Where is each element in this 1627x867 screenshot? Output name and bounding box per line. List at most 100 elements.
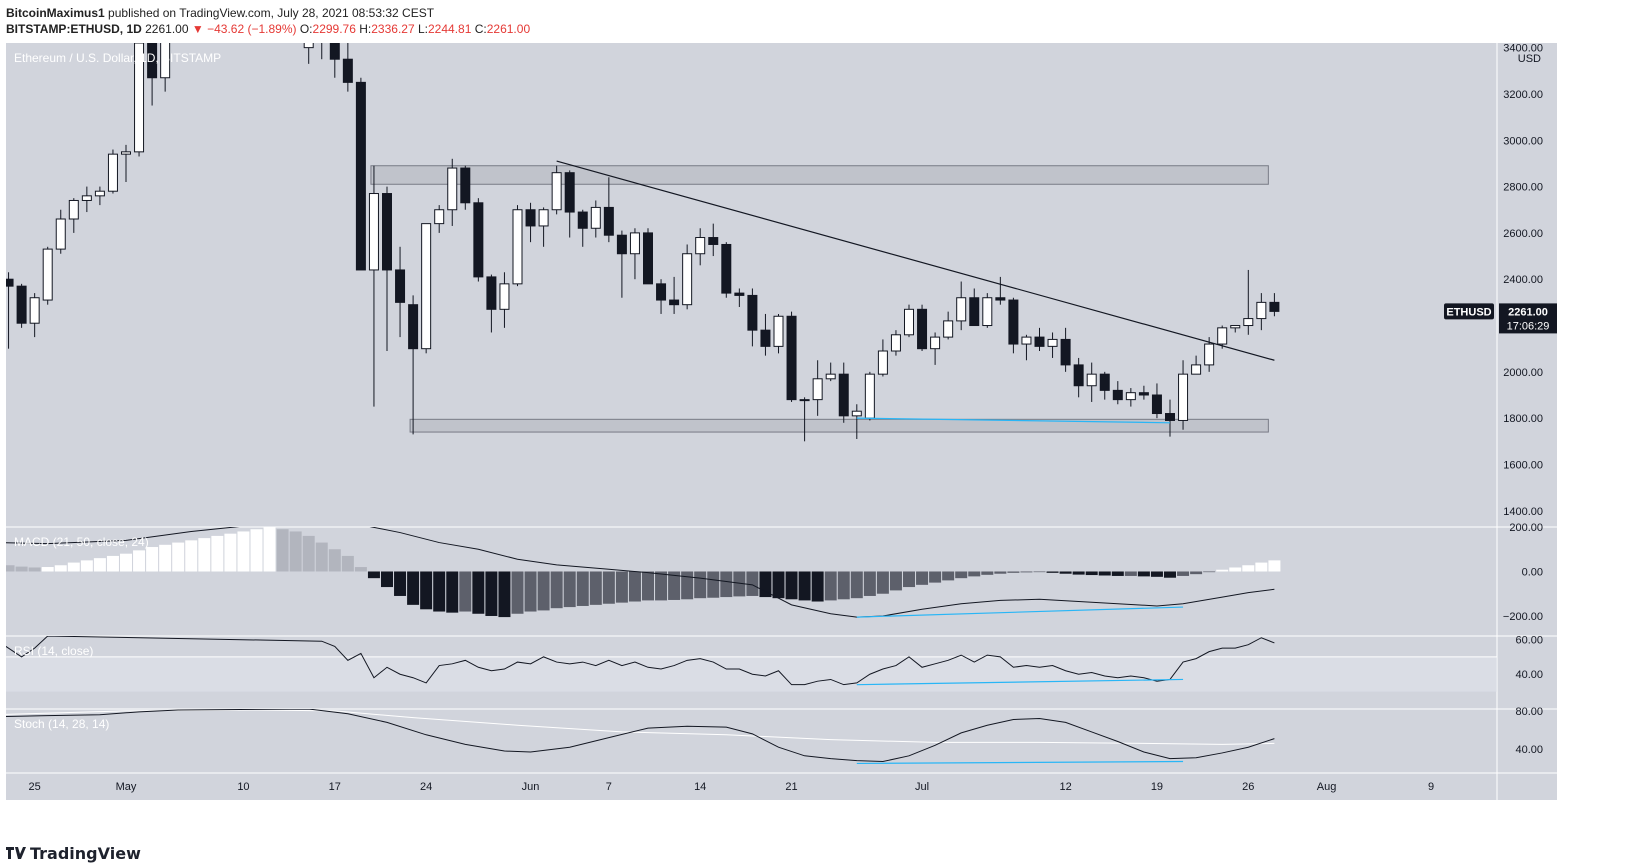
candle-bull[interactable] — [551, 172, 562, 211]
candle-bull[interactable] — [773, 315, 784, 347]
candle-bull[interactable] — [368, 193, 379, 271]
candle-bull[interactable] — [94, 190, 105, 197]
candle-bear[interactable] — [329, 38, 340, 60]
candle-bull[interactable] — [447, 167, 458, 211]
candle-bull[interactable] — [134, 43, 145, 153]
candle-bear[interactable] — [643, 232, 653, 285]
candle-bear[interactable] — [917, 308, 928, 350]
candle-bear[interactable] — [1060, 338, 1071, 366]
candle-bull[interactable] — [1256, 301, 1267, 320]
candle-bull[interactable] — [421, 223, 432, 350]
price-tag[interactable] — [1499, 303, 1557, 334]
candle-bear[interactable] — [616, 234, 627, 255]
candle-bull[interactable] — [434, 209, 445, 225]
candle-bear[interactable] — [669, 299, 680, 306]
candle-bear[interactable] — [16, 285, 27, 324]
candle-bull[interactable] — [160, 34, 171, 79]
candle-bull[interactable] — [904, 308, 914, 336]
candle-bull[interactable] — [1125, 392, 1136, 401]
candle-bull[interactable] — [42, 248, 53, 301]
candle-bull[interactable] — [956, 297, 967, 322]
candle-bull[interactable] — [1191, 364, 1202, 375]
candle-bear[interactable] — [1112, 389, 1123, 401]
divergence-blue-line[interactable] — [856, 678, 1184, 686]
candle-bull[interactable] — [499, 283, 510, 310]
range-zone[interactable] — [370, 165, 1269, 185]
candle-bear[interactable] — [342, 58, 353, 83]
descending-trendline[interactable] — [556, 160, 1275, 361]
candle-bear[interactable] — [147, 43, 158, 79]
support-blue-line[interactable] — [856, 417, 1171, 424]
author-name[interactable]: BitcoinMaximus1 — [6, 6, 105, 20]
candle-bull[interactable] — [107, 153, 118, 192]
divergence-blue-line[interactable] — [856, 760, 1184, 765]
candle-bull[interactable] — [1243, 318, 1254, 327]
candle-bull[interactable] — [1047, 338, 1058, 347]
candle-bull[interactable] — [1178, 373, 1189, 421]
candle-bear[interactable] — [1034, 336, 1045, 347]
candle-bear[interactable] — [747, 294, 758, 331]
candle-bear[interactable] — [355, 81, 366, 271]
candle-bull[interactable] — [864, 373, 875, 419]
candle-bull[interactable] — [930, 336, 941, 350]
candle-bear[interactable] — [382, 193, 392, 271]
candle-bear[interactable] — [1138, 392, 1149, 396]
candle-bull[interactable] — [538, 209, 549, 227]
candle-bull[interactable] — [695, 237, 706, 255]
candle-bear[interactable] — [760, 329, 771, 347]
candle-bull[interactable] — [943, 320, 954, 338]
candle-bull[interactable] — [590, 206, 601, 229]
candle-bear[interactable] — [1008, 299, 1019, 345]
candle-bull[interactable] — [121, 151, 131, 155]
candle-bear[interactable] — [838, 373, 849, 417]
candle-bull[interactable] — [812, 378, 823, 401]
candle-bull[interactable] — [317, 38, 326, 40]
candle-bear[interactable] — [4, 278, 14, 287]
candle-bear[interactable] — [1073, 364, 1084, 387]
candle-bear[interactable] — [460, 167, 471, 204]
candle-bear[interactable] — [708, 237, 719, 245]
candle-bear[interactable] — [408, 304, 419, 350]
candle-bull[interactable] — [982, 297, 993, 327]
symbol-tag[interactable] — [1444, 303, 1494, 320]
candle-bull[interactable] — [825, 373, 836, 380]
candle-bear[interactable] — [564, 172, 575, 213]
candle-bull[interactable] — [512, 209, 523, 285]
candle-bear[interactable] — [603, 206, 614, 236]
candle-bull[interactable] — [1021, 336, 1032, 345]
candle-bull[interactable] — [174, 24, 183, 33]
candle-bear[interactable] — [577, 211, 588, 229]
candle-bull[interactable] — [890, 334, 901, 352]
candle-bear[interactable] — [786, 315, 797, 401]
candle-bear[interactable] — [1165, 413, 1175, 421]
candle-bear[interactable] — [1099, 373, 1110, 391]
candle-bear[interactable] — [656, 283, 667, 301]
divergence-blue-line[interactable] — [856, 606, 1184, 618]
candle-bull[interactable] — [851, 410, 862, 417]
candle-bull[interactable] — [1204, 343, 1215, 366]
candle-bull[interactable] — [68, 199, 79, 220]
candle-bear[interactable] — [525, 209, 536, 227]
candle-bull[interactable] — [1217, 327, 1228, 345]
candle-bull[interactable] — [629, 232, 640, 255]
candle-bull[interactable] — [682, 253, 693, 306]
candle-bear[interactable] — [734, 292, 745, 296]
candle-bull[interactable] — [303, 41, 314, 49]
candle-bull[interactable] — [1230, 325, 1241, 329]
candle-bull[interactable] — [877, 350, 888, 375]
candle-bear[interactable] — [395, 269, 406, 303]
candle-bear[interactable] — [1151, 394, 1162, 415]
candle-bull[interactable] — [799, 399, 810, 402]
candle-bear[interactable] — [721, 243, 732, 294]
candle-bull[interactable] — [81, 195, 92, 201]
candle-bear[interactable] — [486, 276, 497, 310]
tradingview-logo[interactable]: TradingView — [6, 844, 141, 863]
candle-bear[interactable] — [473, 202, 484, 278]
range-zone[interactable] — [409, 418, 1269, 433]
candle-bull[interactable] — [55, 218, 66, 250]
candle-bear[interactable] — [995, 297, 1006, 301]
candle-bull[interactable] — [29, 297, 40, 324]
candle-bear[interactable] — [969, 297, 980, 327]
candle-bull[interactable] — [1086, 373, 1097, 387]
